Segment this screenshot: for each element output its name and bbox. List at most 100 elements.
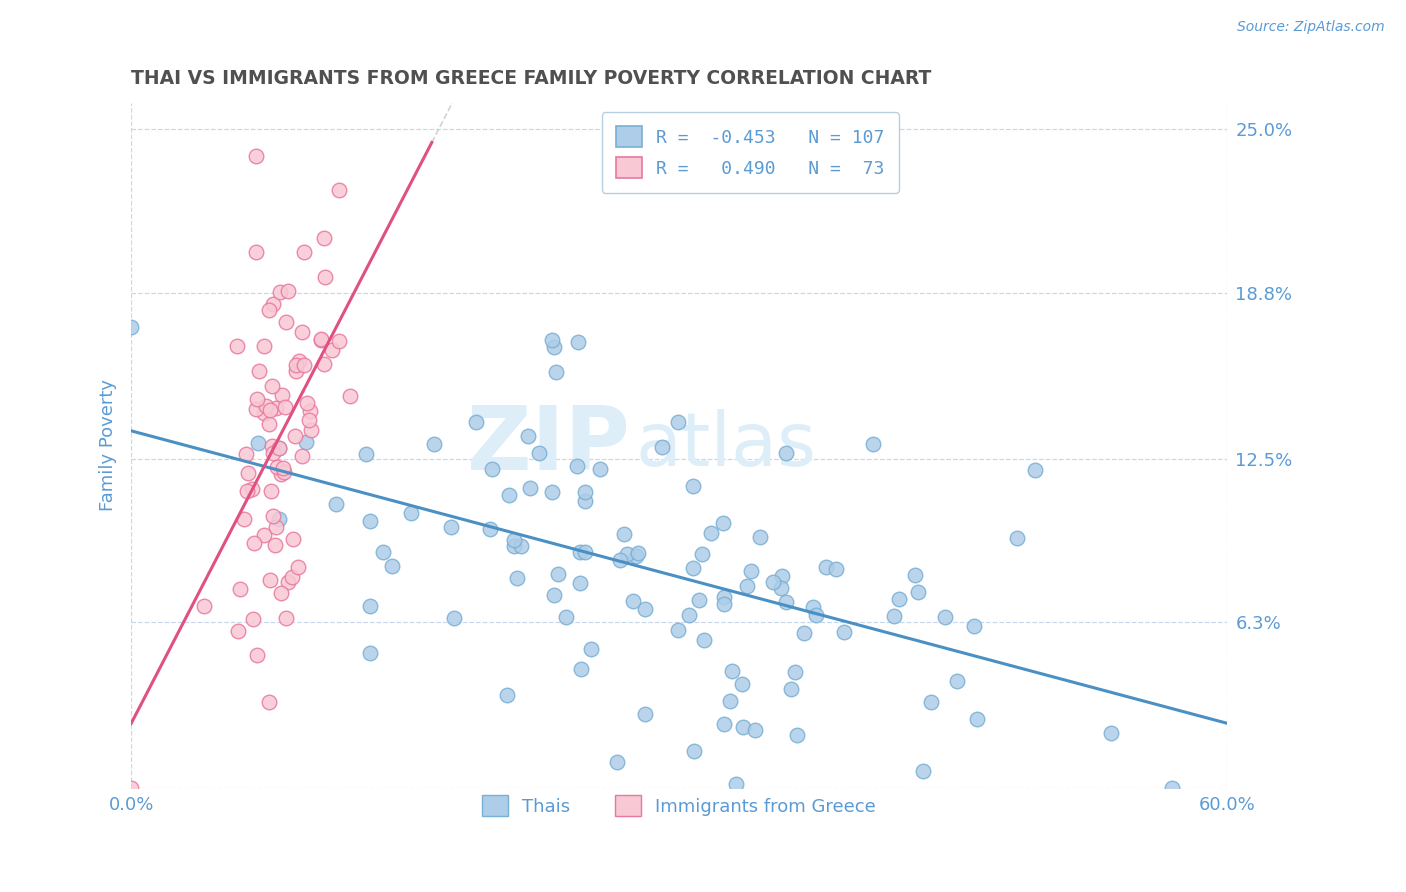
Text: atlas: atlas [636, 409, 817, 482]
Point [314, 357, 336, 371]
Point [623, 594, 645, 608]
Point [309, 332, 332, 346]
Point [264, 520, 287, 534]
Point [920, 695, 942, 709]
Point [651, 440, 673, 454]
Point [245, 148, 267, 162]
Point [713, 590, 735, 604]
Point [292, 358, 315, 372]
Point [399, 506, 422, 520]
Point [804, 608, 827, 623]
Point [740, 565, 762, 579]
Point [567, 335, 589, 350]
Point [543, 588, 565, 602]
Point [1161, 780, 1184, 795]
Point [569, 663, 592, 677]
Point [339, 389, 361, 403]
Point [496, 688, 519, 702]
Point [253, 339, 276, 353]
Point [276, 315, 298, 329]
Point [478, 522, 501, 536]
Point [193, 599, 215, 613]
Point [793, 625, 815, 640]
Point [700, 526, 723, 541]
Point [465, 415, 488, 429]
Point [770, 569, 793, 583]
Point [295, 434, 318, 449]
Point [271, 461, 294, 475]
Point [589, 462, 612, 476]
Point [762, 575, 785, 590]
Point [246, 392, 269, 406]
Point [815, 560, 838, 574]
Point [609, 553, 631, 567]
Point [262, 297, 284, 311]
Point [541, 333, 564, 347]
Point [299, 423, 322, 437]
Point [682, 743, 704, 757]
Point [280, 570, 302, 584]
Point [262, 439, 284, 453]
Point [232, 512, 254, 526]
Point [883, 608, 905, 623]
Point [634, 602, 657, 616]
Point [1101, 726, 1123, 740]
Point [565, 459, 588, 474]
Point [775, 595, 797, 609]
Point [509, 539, 531, 553]
Point [236, 483, 259, 498]
Point [692, 632, 714, 647]
Point [516, 429, 538, 443]
Point [259, 574, 281, 588]
Point [735, 578, 758, 592]
Point [786, 728, 808, 742]
Point [862, 437, 884, 451]
Point [328, 183, 350, 197]
Point [270, 467, 292, 482]
Point [236, 466, 259, 480]
Point [274, 610, 297, 624]
Point [783, 665, 806, 679]
Point [254, 399, 277, 413]
Point [245, 401, 267, 416]
Point [262, 508, 284, 523]
Point [440, 520, 463, 534]
Point [359, 646, 381, 660]
Point [257, 303, 280, 318]
Point [277, 575, 299, 590]
Point [832, 624, 855, 639]
Point [581, 642, 603, 657]
Point [544, 365, 567, 379]
Point [481, 462, 503, 476]
Point [246, 648, 269, 662]
Point [624, 549, 647, 564]
Point [299, 404, 322, 418]
Point [779, 681, 801, 696]
Point [381, 559, 404, 574]
Point [243, 536, 266, 550]
Point [287, 560, 309, 574]
Point [540, 485, 562, 500]
Point [314, 269, 336, 284]
Point [666, 623, 689, 637]
Point [359, 599, 381, 613]
Point [688, 592, 710, 607]
Point [298, 413, 321, 427]
Point [270, 388, 292, 402]
Point [775, 446, 797, 460]
Point [240, 482, 263, 496]
Point [226, 339, 249, 353]
Point [543, 340, 565, 354]
Point [911, 764, 934, 778]
Point [555, 610, 578, 624]
Point [547, 567, 569, 582]
Point [634, 706, 657, 721]
Point [247, 364, 270, 378]
Point [613, 527, 636, 541]
Legend: Thais, Immigrants from Greece: Thais, Immigrants from Greece [475, 788, 883, 823]
Point [713, 597, 735, 611]
Point [283, 533, 305, 547]
Point [506, 571, 529, 585]
Point [277, 285, 299, 299]
Point [744, 723, 766, 738]
